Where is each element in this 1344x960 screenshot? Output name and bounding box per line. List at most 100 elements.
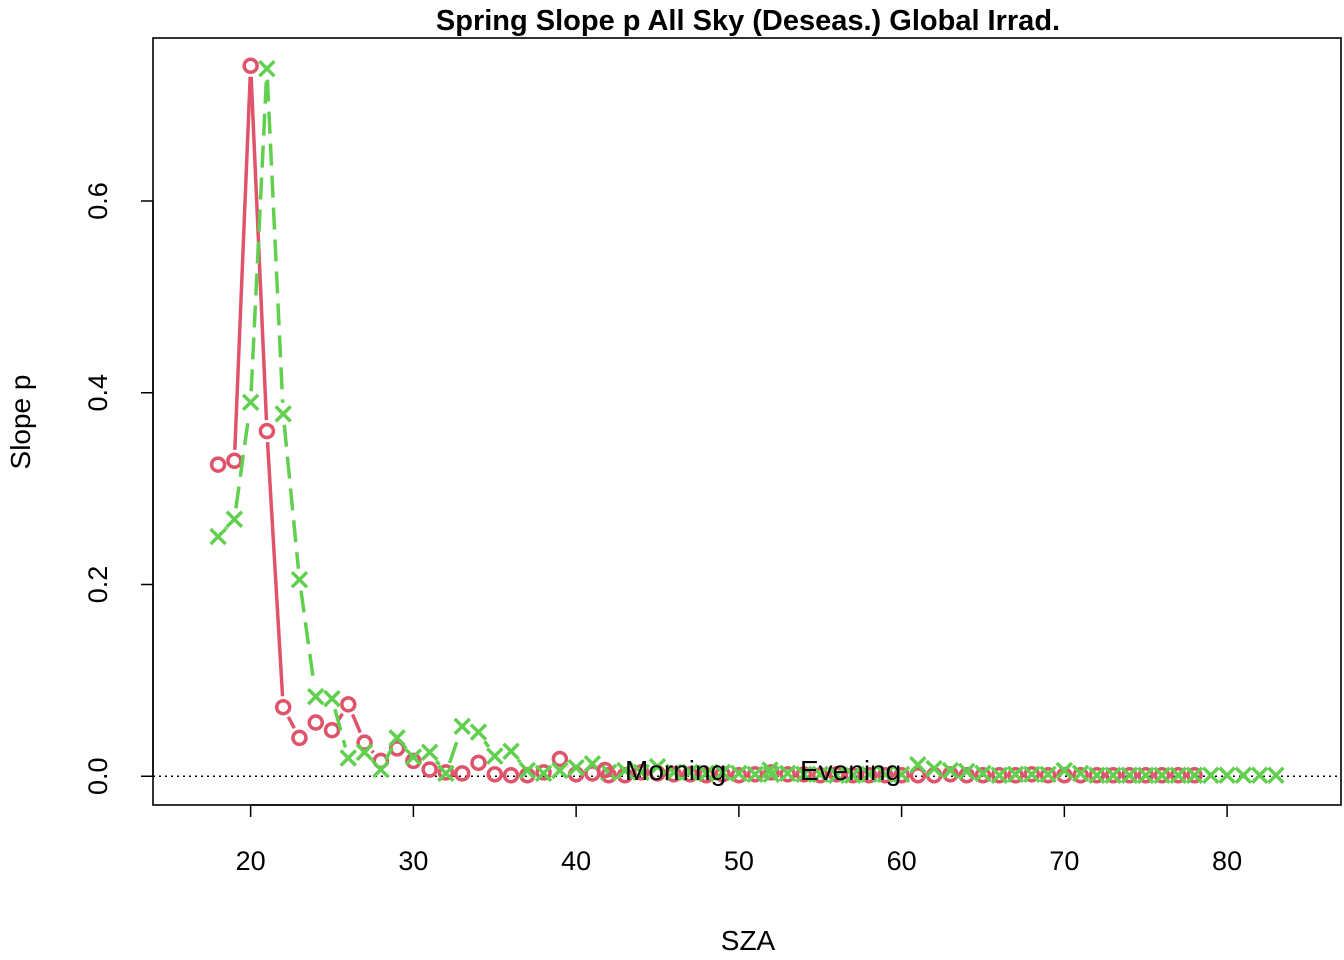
legend-label-morning: Morning <box>625 755 726 786</box>
evening-point <box>632 763 650 782</box>
x-tick-label: 20 <box>236 846 266 876</box>
morning-point <box>405 752 422 770</box>
evening-point <box>860 765 878 784</box>
evening-point <box>730 764 748 783</box>
evening-point <box>502 742 520 761</box>
evening-series <box>209 59 1285 785</box>
evening-point <box>225 510 244 529</box>
evening-point <box>1023 765 1041 784</box>
morning-point <box>795 766 813 783</box>
legend-label-evening: Evening <box>800 755 901 786</box>
evening-point <box>827 766 846 785</box>
morning-point <box>1039 767 1057 784</box>
evening-point <box>420 743 439 762</box>
morning-line-segment <box>265 441 285 697</box>
morning-point <box>551 750 569 768</box>
evening-point <box>990 766 1008 785</box>
morning-point <box>307 714 324 731</box>
legend-entry-evening: Evening <box>761 755 901 786</box>
morning-point <box>877 767 894 784</box>
evening-point <box>1185 766 1204 785</box>
evening-point <box>1218 766 1236 785</box>
morning-point <box>1153 767 1171 784</box>
evening-line-segment <box>516 758 522 764</box>
morning-point <box>1186 767 1203 784</box>
evening-point <box>1088 766 1106 785</box>
evening-point <box>307 687 325 706</box>
evening-point <box>1039 765 1057 784</box>
evening-point <box>355 743 374 762</box>
morning-point <box>502 767 520 784</box>
morning-point <box>470 754 487 772</box>
evening-point <box>1153 766 1171 785</box>
evening-point <box>567 758 585 777</box>
morning-point <box>1007 767 1024 784</box>
evening-point <box>1136 766 1155 785</box>
x-tick-label: 60 <box>887 846 917 876</box>
evening-point <box>681 763 699 782</box>
x-tick-label: 40 <box>561 846 591 876</box>
evening-point <box>453 717 471 736</box>
evening-point <box>437 764 455 783</box>
evening-point <box>909 755 927 774</box>
evening-line-segment <box>224 526 229 530</box>
morning-point <box>632 764 650 781</box>
evening-point <box>1234 766 1253 785</box>
evening-line-segment <box>299 590 316 687</box>
evening-point <box>1250 766 1269 785</box>
evening-point <box>1071 764 1090 783</box>
evening-point <box>388 729 406 747</box>
morning-point <box>274 698 292 716</box>
morning-line-segment <box>350 713 362 734</box>
evening-line-segment <box>483 740 491 748</box>
morning-point <box>421 761 438 778</box>
morning-point <box>730 767 748 784</box>
morning-point <box>356 734 373 751</box>
morning-point <box>1104 767 1122 784</box>
evening-point <box>241 393 260 412</box>
morning-line-segment <box>233 76 252 450</box>
morning-point <box>486 766 504 783</box>
evening-line-segment <box>384 746 394 761</box>
morning-point <box>860 767 878 784</box>
morning-point <box>746 766 764 783</box>
chart-title: Spring Slope p All Sky (Deseas.) Global … <box>436 5 1060 37</box>
evening-point <box>339 749 358 767</box>
morning-point <box>681 766 699 783</box>
morning-point <box>990 767 1008 784</box>
evening-point <box>665 763 683 782</box>
evening-point <box>925 759 943 778</box>
evening-point <box>811 765 829 784</box>
morning-point <box>1170 767 1187 784</box>
evening-point <box>209 527 227 546</box>
plot-border <box>152 37 1342 806</box>
morning-point <box>779 766 796 783</box>
evening-line-segment <box>333 708 348 748</box>
morning-point <box>698 767 715 784</box>
evening-line-segment <box>282 424 301 569</box>
morning-point <box>974 767 992 784</box>
evening-line-segment <box>447 736 461 764</box>
evening-point <box>974 764 992 783</box>
evening-line-segment <box>434 759 441 766</box>
morning-point <box>665 766 683 783</box>
evening-point <box>274 405 292 423</box>
morning-point <box>258 422 276 440</box>
evening-point <box>1267 766 1285 785</box>
morning-point <box>1121 767 1138 784</box>
morning-point <box>828 766 845 783</box>
evening-point <box>876 765 895 784</box>
evening-point <box>469 723 488 741</box>
evening-line-segment <box>265 79 285 403</box>
x-tick-label: 30 <box>398 846 428 876</box>
morning-series <box>209 57 1203 784</box>
morning-point <box>1023 766 1041 783</box>
morning-point <box>909 767 927 784</box>
morning-point <box>209 456 227 473</box>
evening-point <box>713 763 732 782</box>
evening-point <box>258 59 276 78</box>
evening-line-segment <box>370 759 375 763</box>
x-tick-label: 80 <box>1212 846 1242 876</box>
x-tick-label: 50 <box>724 846 754 876</box>
evening-point <box>616 761 634 780</box>
